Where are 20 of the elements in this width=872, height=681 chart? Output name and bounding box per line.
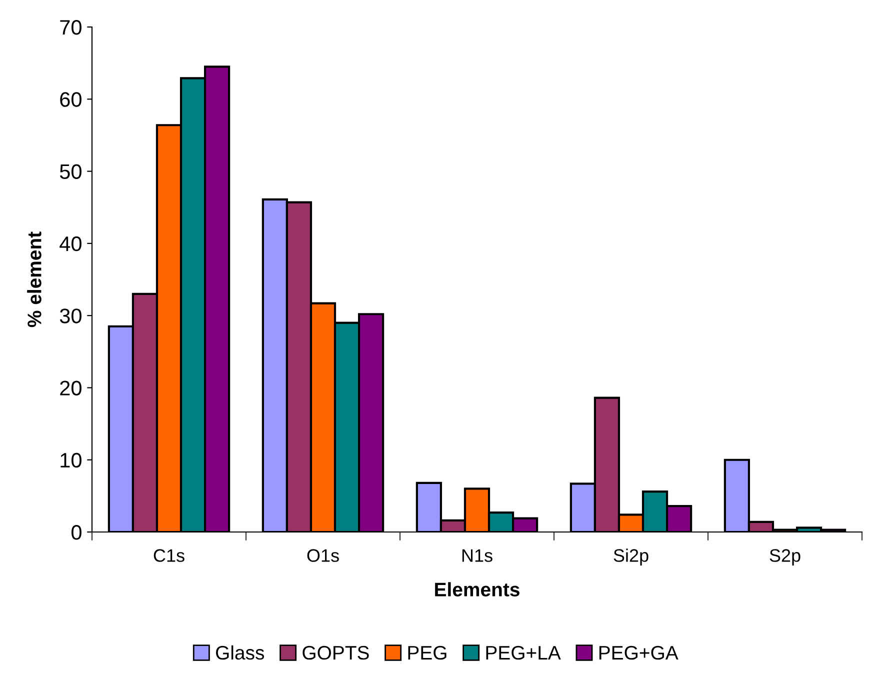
x-axis-title: Elements	[435, 582, 520, 596]
y-tick-label: 10	[60, 452, 82, 468]
legend-label: PEG	[408, 646, 446, 660]
y-tick-label: 40	[60, 236, 82, 252]
y-tick-label: 50	[60, 164, 82, 180]
x-tick-label: N1s	[462, 549, 492, 562]
y-axis-title: % element	[27, 232, 42, 328]
x-tick-label: O1s	[307, 549, 339, 562]
y-tick-label: 20	[60, 380, 82, 396]
y-tick-label: 0	[72, 525, 82, 540]
y-tick-label: 30	[60, 308, 82, 324]
y-tick-label: 60	[60, 92, 82, 107]
legend-label: GOPTS	[302, 646, 369, 660]
y-tick-label: 70	[60, 20, 82, 35]
legend-label: Glass	[216, 645, 264, 660]
legend-label: PEG+GA	[599, 646, 678, 660]
legend-label: PEG+LA	[486, 646, 561, 660]
x-tick-label: S2p	[770, 549, 800, 566]
x-tick-label: C1s	[154, 549, 184, 562]
x-tick-label: Si2p	[614, 548, 648, 566]
